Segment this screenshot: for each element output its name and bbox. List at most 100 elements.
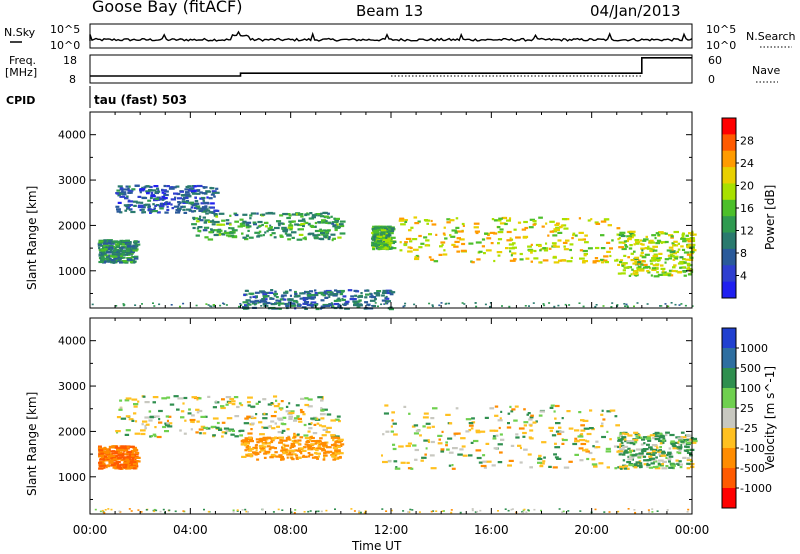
scatter-cell (195, 408, 200, 411)
scatter-cell (686, 439, 690, 442)
scatter-cell (636, 268, 639, 271)
scatter-cell (435, 233, 438, 236)
scatter-cell (647, 436, 651, 439)
scatter-cell (156, 187, 160, 190)
scatter-cell (545, 242, 548, 245)
ground-scatter-cell (664, 303, 667, 305)
scatter-cell (473, 222, 480, 225)
ground-scatter-cell (670, 302, 673, 304)
scatter-cell (166, 419, 169, 422)
scatter-cell (509, 247, 515, 250)
scatter-cell (327, 212, 330, 215)
scatter-cell (497, 443, 503, 446)
ground-scatter-cell (525, 511, 528, 513)
nave-label: Nave (752, 64, 780, 77)
scatter-cell (381, 454, 383, 457)
scatter-cell (302, 446, 307, 449)
scatter-cell (336, 415, 341, 418)
scatter-cell (478, 250, 483, 253)
scatter-cell (339, 232, 346, 235)
scatter-cell (569, 243, 574, 246)
scatter-cell (515, 236, 521, 239)
ground-scatter-cell (308, 303, 311, 306)
ground-scatter-cell (508, 305, 511, 308)
scatter-cell (211, 223, 216, 226)
scatter-cell (149, 185, 153, 189)
scatter-cell (549, 406, 554, 409)
scatter-cell (620, 441, 624, 445)
scatter-cell (191, 210, 195, 213)
scatter-cell (166, 422, 170, 425)
scatter-cell (234, 415, 240, 418)
scatter-cell (161, 191, 165, 194)
scatter-cell (688, 232, 694, 235)
scatter-cell (234, 213, 239, 217)
scatter-cell (192, 192, 198, 195)
scatter-cell (287, 298, 291, 301)
scatter-cell (170, 198, 176, 201)
scatter-cell (249, 300, 255, 303)
ground-scatter-cell (238, 305, 240, 308)
scatter-cell (382, 226, 388, 229)
scatter-cell (548, 426, 554, 429)
ground-scatter-cell (380, 303, 383, 306)
scatter-cell (244, 437, 250, 440)
scatter-cell (682, 456, 687, 459)
scatter-cell (379, 246, 385, 249)
scatter-cell (295, 404, 300, 407)
scatter-cell (297, 442, 301, 445)
scatter-cell (598, 260, 601, 263)
scatter-cell (279, 235, 284, 238)
ground-scatter-cell (501, 305, 503, 307)
scatter-cell (193, 210, 197, 213)
scatter-cell (303, 423, 307, 427)
scatter-cell (115, 447, 122, 450)
scatter-cell (308, 422, 312, 426)
scatter-cell (525, 257, 530, 260)
colorbar-swatch (722, 281, 736, 299)
scatter-cell (449, 219, 455, 222)
scatter-cell (582, 249, 588, 253)
ground-scatter-cell (170, 304, 173, 306)
scatter-cell (107, 245, 114, 248)
velocity-x-ticks (89, 318, 693, 514)
scatter-cell (134, 456, 140, 459)
scatter-cell (649, 448, 654, 451)
power-cbar-title: Power [dB] (763, 185, 777, 250)
scatter-cell (533, 249, 537, 253)
scatter-cell (135, 201, 141, 204)
scatter-cell (132, 246, 138, 249)
scatter-cell (202, 199, 205, 202)
scatter-cell (532, 421, 537, 424)
scatter-cell (664, 232, 668, 235)
scatter-cell (680, 436, 687, 439)
scatter-cell (667, 453, 672, 456)
scatter-cell (284, 450, 288, 453)
scatter-cell (602, 418, 606, 421)
ground-scatter-cell (332, 305, 335, 307)
scatter-cell (293, 436, 297, 439)
scatter-cell (560, 224, 564, 227)
scatter-cell (310, 296, 316, 299)
scatter-cell (456, 237, 461, 240)
scatter-cell (121, 465, 124, 468)
scatter-cell (337, 297, 341, 300)
scatter-cell (506, 426, 512, 429)
scatter-cell (609, 438, 612, 441)
scatter-cell (685, 258, 691, 261)
scatter-cell (539, 465, 544, 468)
scatter-cell (638, 436, 643, 439)
scatter-cell (247, 432, 253, 435)
scatter-cell (117, 252, 122, 255)
scatter-cell (307, 398, 313, 401)
colorbar-tick-label: -25 (740, 422, 758, 435)
scatter-cell (152, 203, 155, 206)
ground-scatter-cell (107, 508, 110, 510)
scatter-cell (244, 449, 248, 452)
scatter-cell (672, 258, 676, 261)
scatter-cell (644, 253, 650, 256)
scatter-cell (316, 447, 322, 450)
scatter-cell (589, 409, 593, 412)
